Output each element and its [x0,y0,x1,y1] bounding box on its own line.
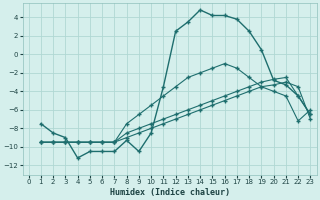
X-axis label: Humidex (Indice chaleur): Humidex (Indice chaleur) [109,188,229,197]
